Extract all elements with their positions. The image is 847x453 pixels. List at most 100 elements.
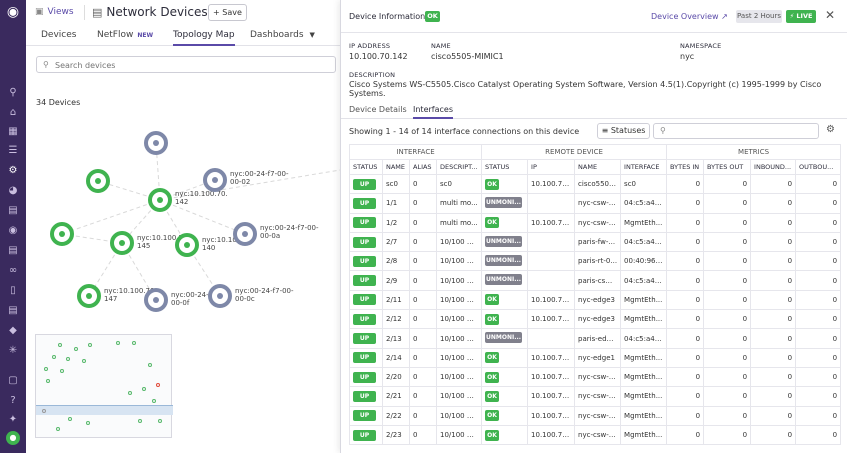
device-node[interactable]: nyc:10.100.70. 147 (77, 284, 157, 308)
table-row[interactable]: UP sc0 0 sc0 OK 10.100.70... cisco5505... sc0 0 0… (349, 173, 842, 195)
doc-icon[interactable]: ▤ (8, 305, 18, 316)
device-node[interactable]: nyc:10.100.70. 140 (175, 233, 255, 257)
table-row[interactable]: UP 2/20 0 10/100 ut... OK 10.100.70... nyc-csw… (349, 366, 842, 388)
table-row[interactable]: UP 2/13 0 10/100 ut... UNMONI... paris-edge..… (349, 328, 842, 349)
device-node[interactable]: nyc:10.100.70. 145 (110, 231, 190, 255)
table-row[interactable]: UP 2/9 0 10/100 ut... UNMONI... paris-csw-...… (349, 270, 842, 291)
col-inbound[interactable]: INBOUND... (750, 159, 797, 175)
col-status[interactable]: STATUS (349, 159, 383, 175)
shield-icon[interactable]: ◆ (9, 325, 17, 336)
remote-name: nyc-csw-1... (574, 424, 622, 446)
interface-status-badge: UP (353, 333, 376, 345)
table-row[interactable]: UP 2/14 0 10/100 ut... OK 10.100.70... nyc-edg… (349, 347, 842, 368)
avatar[interactable]: ● (6, 431, 20, 445)
minimap-node (58, 343, 62, 347)
chat-icon[interactable]: ▢ (8, 375, 18, 386)
logo-icon[interactable]: ◉ (6, 4, 20, 20)
interface-name: 2/14 (382, 347, 410, 368)
tab-topology-map[interactable]: Topology Map (173, 30, 235, 46)
layers-icon[interactable]: ▤ (8, 245, 18, 256)
chart-icon[interactable]: ▤ (8, 205, 18, 216)
inbound: 0 (750, 347, 797, 368)
table-row[interactable]: UP 2/7 0 10/100 ut... UNMONI... paris-fw-... 0… (349, 231, 842, 253)
device-node[interactable] (50, 222, 74, 246)
ip-value: 10.100.70.142 (349, 52, 408, 61)
interface-status-badge: UP (353, 313, 376, 325)
link-icon[interactable]: ∞ (8, 265, 18, 276)
tab-device-details[interactable]: Device Details (349, 105, 407, 114)
tab-interfaces[interactable]: Interfaces (413, 105, 453, 119)
tab-netflow[interactable]: NetFlow NEW (97, 30, 153, 40)
search-input[interactable] (55, 59, 325, 71)
device-node[interactable] (86, 169, 110, 193)
device-node[interactable]: nyc:10.100.70. 142 (148, 188, 228, 212)
page-title[interactable]: ▤Network Devices⌄ (92, 5, 219, 19)
node-label-line: 00-0a (260, 232, 280, 240)
interface-search[interactable]: ⚲ (653, 123, 819, 139)
col-ip[interactable]: IP (527, 159, 576, 175)
table-row[interactable]: UP 2/8 0 10/100 ut... UNMONI... paris-rt-0...… (349, 251, 842, 272)
remote-status: UNMONI... (481, 270, 529, 291)
help-icon[interactable]: ? (10, 395, 16, 406)
minimap-node (86, 421, 90, 425)
table-row[interactable]: UP 1/1 0 multi mo... UNMONI... nyc-csw-1... 04… (349, 193, 842, 214)
bytes-in: 0 (666, 309, 705, 330)
home-icon[interactable]: ⌂ (9, 107, 17, 118)
dashboard-icon[interactable]: ▦ (8, 126, 18, 137)
table-row[interactable]: UP 1/2 0 multi mo... OK 10.100.70... nyc-csw-1… (349, 212, 842, 233)
interface-alias: 0 (409, 386, 437, 407)
views-button[interactable]: ▣ Views (35, 7, 74, 17)
topology-map[interactable]: nyc:10.100.70. 142 nyc:00-24-f7-00-00-02 … (26, 110, 340, 330)
table-row[interactable]: UP 2/22 0 10/100 ut... OK 10.100.70... nyc-csw… (349, 405, 842, 426)
interface-description: 10/100 ut... (435, 270, 483, 291)
inbound: 0 (750, 173, 797, 195)
tab-devices[interactable]: Devices (41, 30, 76, 40)
interface-status-badge: UP (353, 178, 376, 190)
bug-icon[interactable]: ◉ (8, 225, 18, 236)
table-row[interactable]: UP 2/12 0 10/100 ut... OK 10.100.70... nyc-edg… (349, 309, 842, 330)
tab-dashboards[interactable]: Dashboards ▼ (250, 30, 315, 40)
tab-label: NetFlow (97, 30, 134, 40)
node-label-line: 140 (202, 244, 215, 252)
col-remote-status[interactable]: STATUS (481, 159, 529, 175)
minimap[interactable] (35, 334, 173, 438)
col-name[interactable]: NAME (382, 159, 410, 175)
time-range-selector[interactable]: Past 2 Hours (736, 10, 782, 23)
col-outbound[interactable]: OUTBOU... (795, 159, 842, 175)
device-node[interactable]: nyc:00-24-f7-00-00-0c (208, 284, 294, 308)
network-icon[interactable]: ⚙ (8, 165, 18, 176)
device-node[interactable]: nyc:00-24-f7-00-00-0f (144, 288, 230, 312)
interface-status-badge: UP (353, 255, 376, 267)
live-button[interactable]: ⚡ LIVE (786, 10, 816, 23)
device-overview-link[interactable]: Device Overview ↗ (651, 12, 728, 21)
minimap-node (148, 363, 152, 367)
sparkle-icon[interactable]: ✦ (8, 414, 18, 425)
close-icon[interactable]: ✕ (824, 8, 836, 22)
minimap-viewport[interactable] (36, 405, 173, 415)
col-alias[interactable]: ALIAS (409, 159, 437, 175)
table-row[interactable]: UP 2/23 0 10/100 ut... OK 10.100.70... nyc-csw… (349, 424, 842, 446)
list-icon[interactable]: ☰ (8, 145, 18, 156)
remote-status-badge: OK (485, 429, 500, 441)
table-row[interactable]: UP 2/21 0 10/100 ut... OK 10.100.70... nyc-csw… (349, 386, 842, 407)
external-link-icon: ↗ (721, 12, 728, 21)
col-bytes-in[interactable]: BYTES IN (666, 159, 705, 175)
device-node[interactable]: nyc:00-24-f7-00-00-0a (233, 222, 319, 246)
search-icon[interactable]: ⚲ (9, 87, 17, 98)
book-icon[interactable]: ▯ (10, 285, 16, 296)
save-button[interactable]: + Save (208, 4, 247, 21)
statuses-filter[interactable]: ≡ Statuses (597, 123, 650, 139)
col-interface[interactable]: INTERFACE (620, 159, 668, 175)
table-row[interactable]: UP 2/11 0 10/100 ut... OK 10.100.70... nyc-edg… (349, 289, 842, 311)
col-bytes-out[interactable]: BYTES OUT (703, 159, 752, 175)
statuses-label: Statuses (610, 126, 646, 135)
gauge-icon[interactable]: ◕ (8, 185, 18, 196)
interface-name: 2/8 (382, 251, 410, 272)
remote-name: nyc-csw-1... (574, 193, 622, 214)
device-node[interactable]: nyc:00-24-f7-00-00-02 (203, 168, 289, 192)
gear-icon[interactable]: ⚙ (826, 124, 835, 135)
settings-icon[interactable]: ✳ (8, 345, 18, 356)
device-node[interactable] (144, 131, 168, 155)
col-remote-name[interactable]: NAME (574, 159, 622, 175)
col-description[interactable]: DESCRIPT... (435, 159, 483, 175)
